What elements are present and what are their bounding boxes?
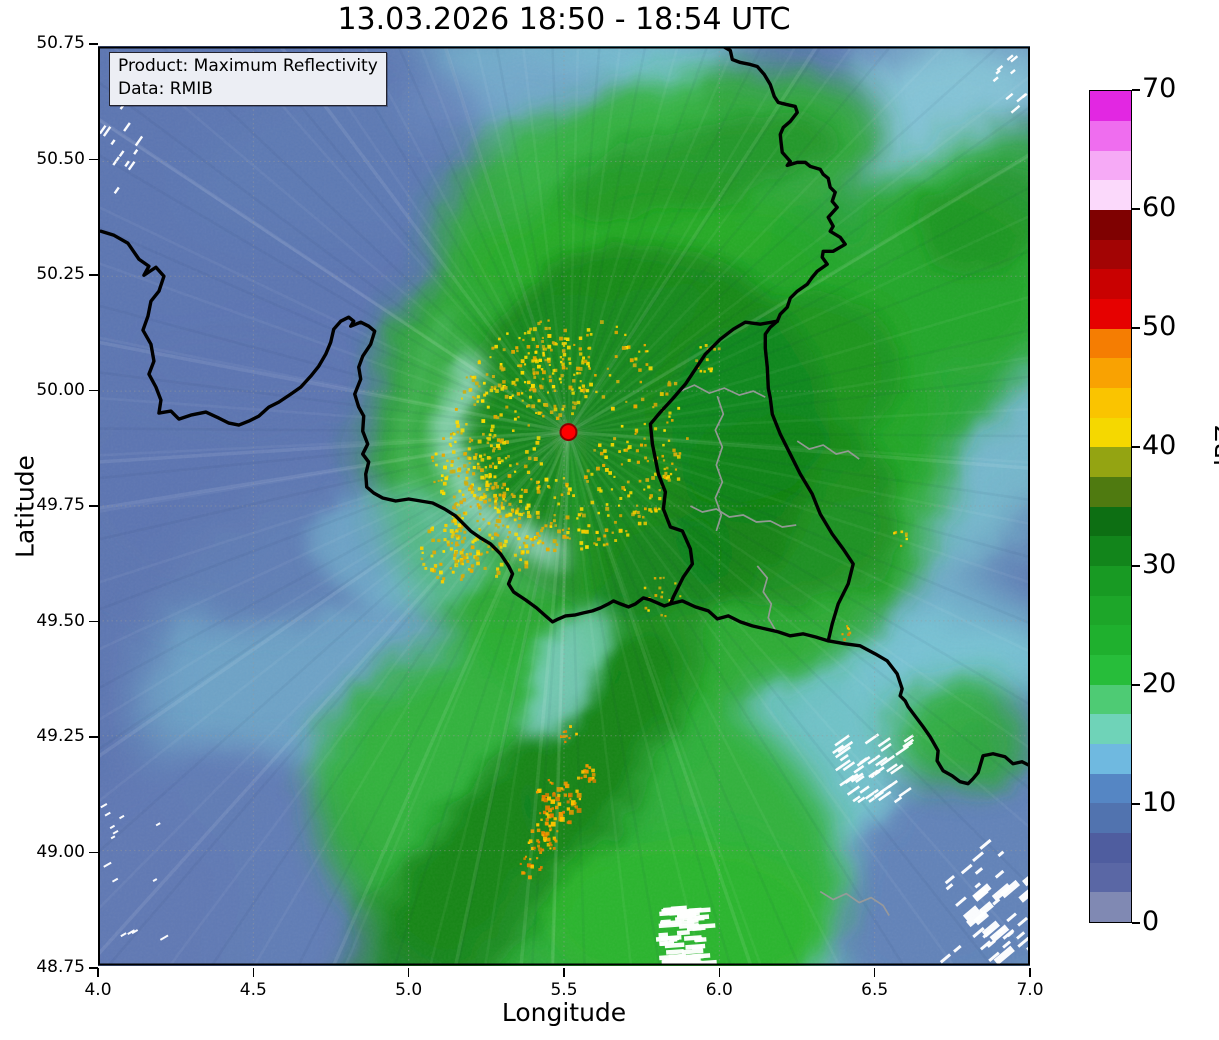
- y-tick-49.00: 49.00: [36, 841, 85, 862]
- radar-site-marker: [559, 423, 578, 442]
- colorbar-segment-12: [1090, 536, 1131, 566]
- y-tick-49.75: 49.75: [36, 495, 85, 515]
- latlon-grid: [98, 46, 1030, 966]
- colorbar-segment-13: [1090, 506, 1131, 537]
- colorbar-segment-0: [1090, 892, 1131, 922]
- y-tick-48.75: 48.75: [36, 957, 85, 977]
- colorbar-segment-27: [1090, 91, 1131, 121]
- colorbar-segment-5: [1090, 743, 1131, 774]
- colorbar-segment-6: [1090, 714, 1131, 744]
- colorbar-segment-26: [1090, 120, 1131, 151]
- colorbar-segment-19: [1090, 328, 1131, 359]
- radial-beam-texture: [98, 46, 1030, 966]
- colorbar-tick-60: 60: [1142, 192, 1177, 223]
- colorbar-segment-11: [1090, 565, 1131, 596]
- colorbar-segment-17: [1090, 387, 1131, 418]
- map-plot-area: [98, 44, 1030, 968]
- colorbar-segment-8: [1090, 654, 1131, 685]
- x-tick-5.5: 5.5: [550, 980, 578, 1000]
- colorbar-tick-50: 50: [1142, 311, 1177, 342]
- x-tick-7.0: 7.0: [1016, 980, 1044, 1000]
- clutter-speckles: [420, 319, 908, 880]
- no-data-patches: [98, 54, 1030, 966]
- colorbar-segment-16: [1090, 417, 1131, 448]
- figure-title: 13.03.2026 18:50 - 18:54 UTC: [337, 2, 791, 37]
- colorbar-tick-30: 30: [1142, 549, 1177, 580]
- product-info-box: Product: Maximum Reflectivity Data: RMIB: [109, 52, 387, 106]
- colorbar-segment-21: [1090, 269, 1131, 299]
- y-tick-50.50: 50.50: [36, 148, 85, 169]
- y-axis-label: Latitude: [10, 455, 40, 558]
- colorbar-segment-10: [1090, 595, 1131, 626]
- x-tick-4.5: 4.5: [239, 980, 267, 1000]
- colorbar-segment-23: [1090, 209, 1131, 240]
- colorbar: [1089, 90, 1132, 923]
- colorbar-tick-20: 20: [1142, 668, 1177, 699]
- colorbar-segment-25: [1090, 150, 1131, 181]
- y-tick-49.25: 49.25: [36, 726, 85, 746]
- colorbar-segment-20: [1090, 298, 1131, 329]
- colorbar-segment-15: [1090, 447, 1131, 477]
- colorbar-tick-70: 70: [1142, 73, 1177, 104]
- colorbar-segment-7: [1090, 684, 1131, 715]
- y-tick-50.00: 50.00: [36, 379, 85, 400]
- colorbar-segment-22: [1090, 239, 1131, 270]
- colorbar-segment-4: [1090, 773, 1131, 804]
- x-tick-6.0: 6.0: [705, 980, 733, 1000]
- colorbar-segment-3: [1090, 803, 1131, 833]
- y-tick-49.50: 49.50: [36, 610, 85, 631]
- x-tick-5.0: 5.0: [395, 980, 423, 1000]
- y-tick-50.25: 50.25: [36, 264, 85, 284]
- colorbar-segment-2: [1090, 832, 1131, 863]
- plot-frame: [98, 46, 1030, 966]
- colorbar-label: dBZ: [1210, 424, 1219, 476]
- x-tick-4.0: 4.0: [84, 980, 112, 1000]
- colorbar-segment-9: [1090, 625, 1131, 655]
- national-borders: [99, 46, 1030, 786]
- x-axis-label: Longitude: [501, 998, 627, 1027]
- colorbar-tick-10: 10: [1142, 787, 1177, 818]
- colorbar-segment-24: [1090, 180, 1131, 210]
- data-source-line: Data: RMIB: [118, 79, 213, 99]
- y-tick-50.75: 50.75: [36, 33, 85, 53]
- colorbar-segment-14: [1090, 476, 1131, 507]
- colorbar-segment-1: [1090, 862, 1131, 893]
- colorbar-segment-18: [1090, 358, 1131, 388]
- colorbar-tick-0: 0: [1142, 906, 1160, 937]
- product-line: Product: Maximum Reflectivity: [118, 56, 378, 76]
- colorbar-tick-40: 40: [1142, 430, 1177, 461]
- regional-borders: [680, 384, 890, 916]
- x-tick-6.5: 6.5: [861, 980, 889, 1000]
- radar-map-image: [98, 46, 1030, 966]
